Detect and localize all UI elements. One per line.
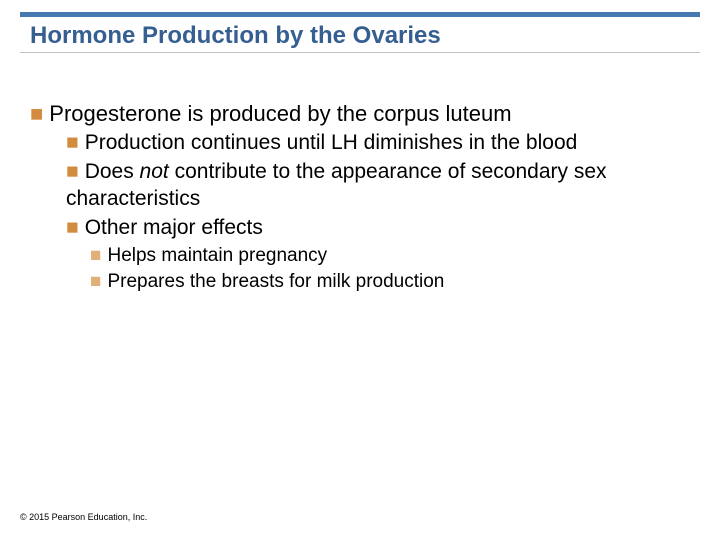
slide-title: Hormone Production by the Ovaries [30, 22, 441, 50]
bullet-lvl3-text: Helps maintain pregnancy [107, 245, 327, 266]
slide-body: ■Progesterone is produced by the corpus … [30, 100, 690, 296]
bullet-lvl1-text: Progesterone is produced by the corpus l… [49, 101, 511, 126]
square-bullet-icon: ■ [66, 159, 79, 186]
bullet-lvl2: ■Does not contribute to the appearance o… [66, 159, 690, 213]
square-bullet-icon: ■ [66, 215, 79, 242]
bullet-lvl2: ■ Other major effects [66, 215, 690, 242]
top-rule [20, 12, 700, 17]
copyright-text: © 2015 Pearson Education, Inc. [20, 512, 147, 522]
bullet-lvl3: ■ Prepares the breasts for milk productio… [90, 270, 690, 294]
bullet-lvl2: ■ Production continues until LH diminishe… [66, 130, 690, 157]
bullet-lvl2-text: Other major effects [85, 216, 263, 239]
bullet-lvl3-text: Prepares the breasts for milk production [107, 271, 444, 292]
square-bullet-icon: ■ [90, 244, 101, 268]
square-bullet-icon: ■ [66, 130, 79, 157]
bullet-lvl2-text-pre: Does [85, 160, 140, 183]
bullet-lvl3: ■ Helps maintain pregnancy [90, 244, 690, 268]
square-bullet-icon: ■ [30, 100, 43, 128]
bullet-lvl2-text: Production continues until LH diminishes… [85, 131, 578, 154]
square-bullet-icon: ■ [90, 270, 101, 294]
bullet-lvl1: ■Progesterone is produced by the corpus … [30, 100, 690, 128]
bullet-lvl2-text-italic: not [140, 160, 169, 183]
title-underline [20, 52, 700, 53]
